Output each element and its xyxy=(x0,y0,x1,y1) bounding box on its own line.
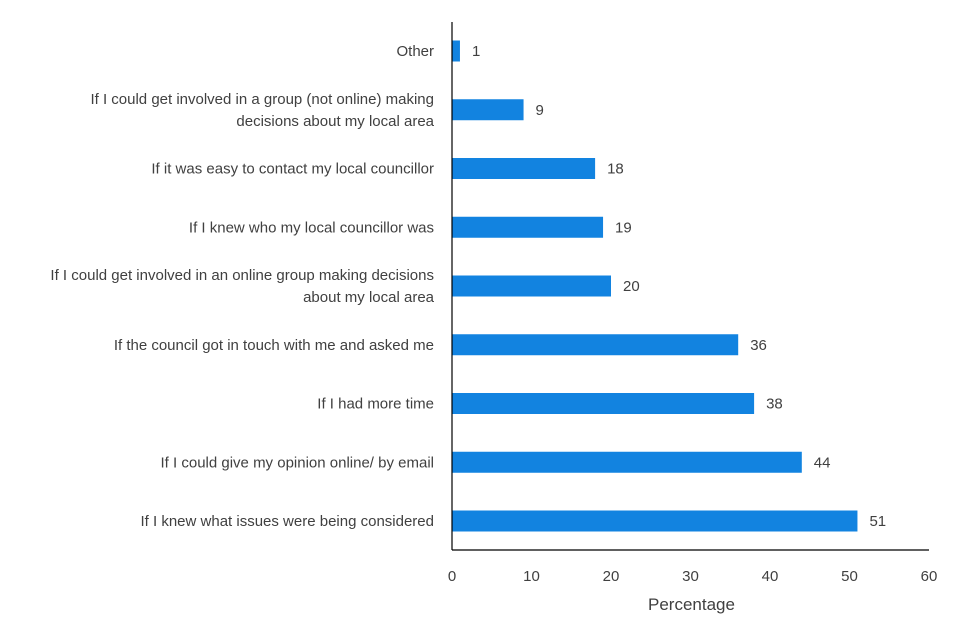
x-tick-label: 0 xyxy=(448,568,456,585)
x-tick-label: 10 xyxy=(523,568,540,585)
bar xyxy=(452,40,460,62)
bar xyxy=(452,510,858,532)
bar xyxy=(452,393,755,414)
x-tick-label: 60 xyxy=(921,568,938,585)
category-label: If I could get involved in a group (not … xyxy=(90,91,434,130)
bar xyxy=(452,99,524,121)
data-label: 1 xyxy=(472,43,480,60)
x-axis-title: Percentage xyxy=(648,595,735,614)
data-label: 38 xyxy=(766,396,783,413)
data-label: 51 xyxy=(869,513,886,530)
x-tick-label: 30 xyxy=(682,568,699,585)
bar xyxy=(452,216,604,238)
category-label: If I could give my opinion online/ by em… xyxy=(161,454,434,471)
data-label: 19 xyxy=(615,219,632,236)
data-label: 44 xyxy=(814,454,831,471)
data-label: 20 xyxy=(623,278,640,295)
axes xyxy=(451,22,929,551)
bar xyxy=(452,334,739,356)
bar xyxy=(452,158,596,179)
bar-group xyxy=(452,40,858,532)
x-tick-labels: 0 10 20 30 40 50 60 xyxy=(448,568,938,585)
category-label: If I had more time xyxy=(317,396,434,413)
category-labels: Other If I could get involved in a group … xyxy=(50,43,434,530)
x-tick-label: 50 xyxy=(841,568,858,585)
x-tick-label: 20 xyxy=(603,568,620,585)
category-label: If the council got in touch with me and … xyxy=(114,337,434,354)
category-label: If it was easy to contact my local counc… xyxy=(151,161,434,178)
bar xyxy=(452,275,611,297)
category-label: If I knew who my local councillor was xyxy=(189,219,434,236)
category-label: Other xyxy=(396,43,434,60)
data-label: 36 xyxy=(750,337,767,354)
data-label: 18 xyxy=(607,161,624,178)
category-label: If I knew what issues were being conside… xyxy=(141,513,435,530)
bar xyxy=(452,451,802,473)
category-label: If I could get involved in an online gro… xyxy=(50,267,434,306)
data-label: 9 xyxy=(536,102,544,119)
x-tick-label: 40 xyxy=(762,568,779,585)
